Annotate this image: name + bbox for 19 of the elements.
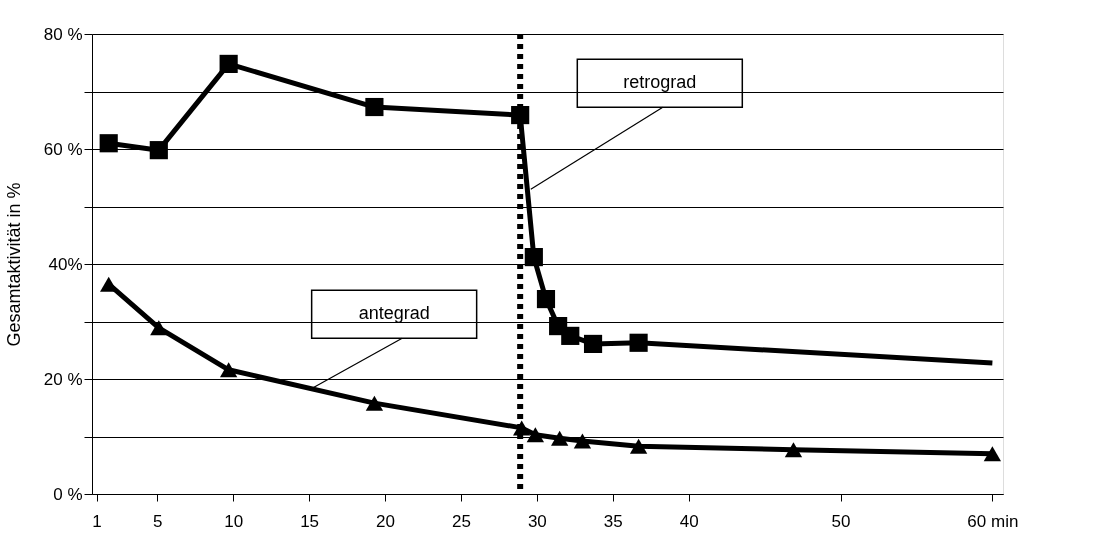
annotation: antegrad — [358, 303, 430, 324]
y-axis-title: Gesamtaktivität in % — [3, 182, 24, 347]
x-tick-label: 50 — [831, 511, 851, 531]
x-tick-label: 25 — [451, 511, 471, 531]
x-tick-label: 10 — [224, 511, 244, 531]
x-tick-label: 5 — [153, 511, 163, 531]
y-tick-label: 60 % — [43, 139, 83, 159]
x-tick-label: 60 min — [967, 511, 1019, 531]
x-tick-label: 40 — [679, 511, 699, 531]
x-tick-label: 15 — [300, 511, 320, 531]
x-tick-label: 35 — [603, 511, 623, 531]
y-tick-label: 40% — [48, 254, 83, 274]
x-tick-label: 30 — [527, 511, 547, 531]
annotation: retrograd — [623, 72, 697, 93]
x-tick-label: 1 — [92, 511, 102, 531]
y-tick-label: 80 % — [43, 24, 83, 44]
y-tick-label: 20 % — [43, 369, 83, 389]
x-tick-label: 20 — [376, 511, 395, 531]
y-tick-label: 0 % — [53, 484, 83, 504]
